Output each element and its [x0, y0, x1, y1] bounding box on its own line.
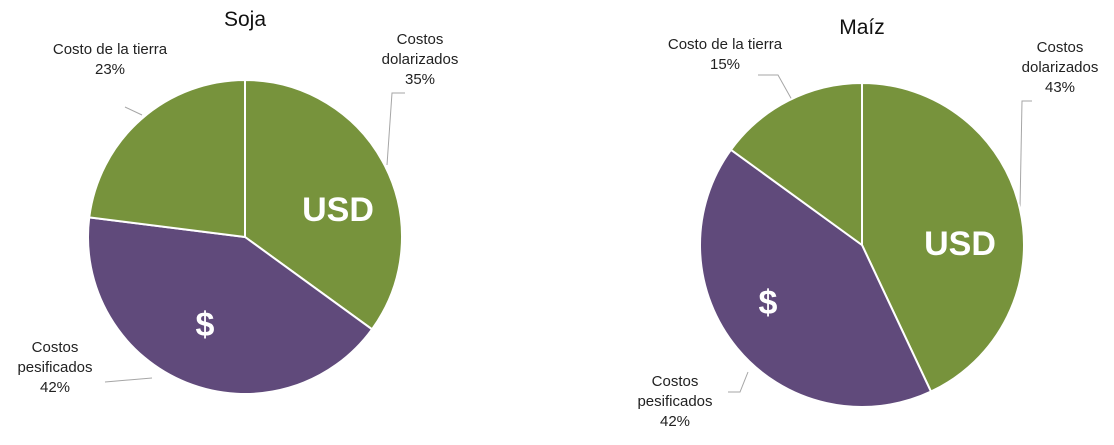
pie-slice [861, 81, 1025, 393]
leader-line [728, 371, 749, 393]
inner-label: $ [759, 284, 778, 322]
leader-line [758, 74, 793, 101]
pie-slice [87, 216, 374, 395]
inner-label: USD [924, 225, 996, 263]
slice-label: Costos dolarizados 43% [1005, 38, 1114, 98]
value-label: 42% [39, 379, 71, 396]
inner-label: USD [302, 191, 374, 229]
category-label: Costo de la tierra [52, 41, 168, 58]
slice-label: Costo de la tierra 15% [665, 35, 785, 75]
leader-lines [104, 74, 1032, 393]
pie-slice [729, 81, 863, 247]
value-label: 43% [1044, 79, 1076, 96]
leader-line [104, 377, 153, 383]
value-label: 15% [709, 56, 741, 73]
pie-slice [244, 78, 403, 331]
category-label: Costos pesificados [637, 373, 713, 410]
pie-slice [699, 148, 933, 408]
slice-label: Costos pesificados 42% [620, 372, 730, 432]
slice-label: Costo de la tierra 23% [45, 40, 175, 80]
pie-slice [88, 78, 246, 239]
value-label: 23% [94, 61, 126, 78]
chart-title: Maíz [839, 16, 885, 39]
category-label: Costos dolarizados [1021, 39, 1099, 76]
category-label: Costos pesificados [17, 339, 93, 376]
chart-title: Soja [223, 8, 267, 31]
slice-label: Costos dolarizados 35% [365, 30, 475, 90]
value-label: 42% [659, 413, 691, 430]
value-label: 35% [404, 71, 436, 88]
leader-line [386, 92, 405, 166]
category-label: Costo de la tierra [667, 36, 783, 53]
slice-label: Costos pesificados 42% [10, 338, 100, 398]
category-label: Costos dolarizados [381, 31, 459, 68]
inner-label: $ [196, 306, 215, 344]
leader-line [1019, 100, 1032, 209]
leader-line [124, 106, 143, 116]
